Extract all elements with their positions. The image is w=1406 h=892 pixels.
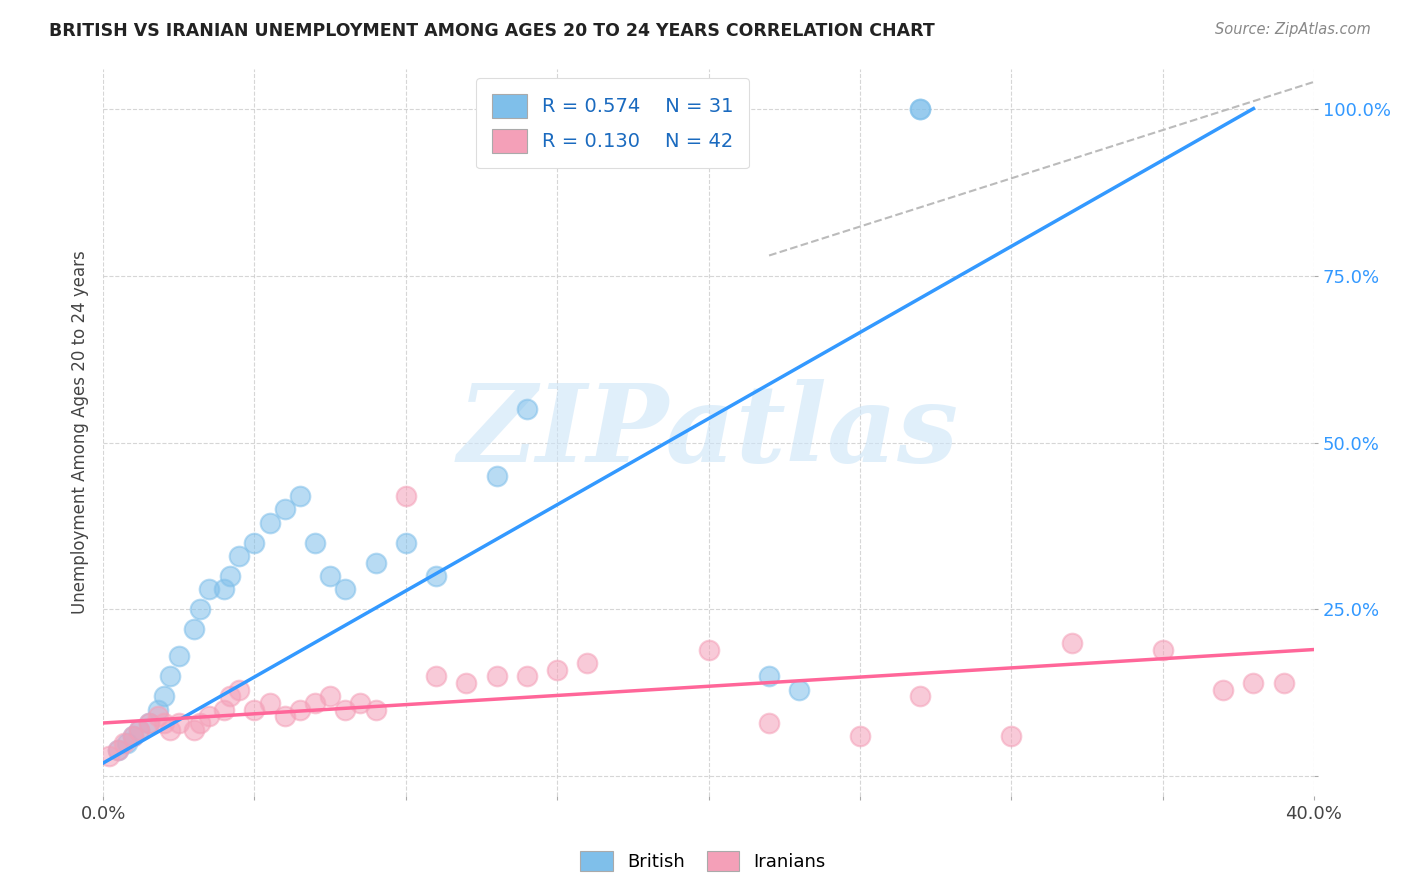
Point bbox=[107, 742, 129, 756]
Text: ZIPatlas: ZIPatlas bbox=[458, 379, 959, 485]
Point bbox=[159, 723, 181, 737]
Point bbox=[274, 502, 297, 516]
Point bbox=[128, 723, 150, 737]
Text: Source: ZipAtlas.com: Source: ZipAtlas.com bbox=[1215, 22, 1371, 37]
Point bbox=[138, 716, 160, 731]
Point bbox=[212, 703, 235, 717]
Point bbox=[152, 690, 174, 704]
Point bbox=[910, 690, 932, 704]
Point bbox=[198, 582, 221, 597]
Point bbox=[335, 582, 357, 597]
Point bbox=[485, 469, 508, 483]
Point bbox=[188, 602, 211, 616]
Point bbox=[219, 690, 242, 704]
Point bbox=[319, 569, 342, 583]
Point bbox=[122, 730, 145, 744]
Point bbox=[349, 696, 371, 710]
Point bbox=[219, 569, 242, 583]
Point bbox=[425, 569, 447, 583]
Point bbox=[425, 669, 447, 683]
Point bbox=[849, 730, 872, 744]
Point bbox=[789, 682, 811, 697]
Point bbox=[516, 402, 538, 417]
Point bbox=[183, 623, 205, 637]
Point bbox=[152, 716, 174, 731]
Point bbox=[259, 696, 281, 710]
Point bbox=[138, 716, 160, 731]
Point bbox=[395, 489, 418, 503]
Point bbox=[159, 669, 181, 683]
Point bbox=[1000, 730, 1022, 744]
Text: BRITISH VS IRANIAN UNEMPLOYMENT AMONG AGES 20 TO 24 YEARS CORRELATION CHART: BRITISH VS IRANIAN UNEMPLOYMENT AMONG AG… bbox=[49, 22, 935, 40]
Point bbox=[910, 102, 932, 116]
Point bbox=[395, 535, 418, 549]
Point bbox=[288, 703, 311, 717]
Point bbox=[304, 535, 326, 549]
Point bbox=[188, 716, 211, 731]
Legend: British, Iranians: British, Iranians bbox=[574, 844, 832, 879]
Point bbox=[364, 703, 387, 717]
Point bbox=[1060, 636, 1083, 650]
Point bbox=[910, 102, 932, 116]
Point bbox=[122, 730, 145, 744]
Point bbox=[107, 742, 129, 756]
Point bbox=[1152, 642, 1174, 657]
Point bbox=[576, 656, 599, 670]
Point bbox=[288, 489, 311, 503]
Point bbox=[516, 669, 538, 683]
Point bbox=[128, 723, 150, 737]
Point bbox=[243, 703, 266, 717]
Point bbox=[146, 709, 169, 723]
Point bbox=[319, 690, 342, 704]
Point bbox=[228, 549, 250, 563]
Point bbox=[758, 669, 780, 683]
Point bbox=[98, 749, 121, 764]
Point bbox=[364, 556, 387, 570]
Point bbox=[167, 649, 190, 664]
Point bbox=[485, 669, 508, 683]
Point bbox=[167, 716, 190, 731]
Point bbox=[1212, 682, 1234, 697]
Point bbox=[117, 736, 139, 750]
Point bbox=[697, 642, 720, 657]
Point bbox=[259, 516, 281, 530]
Point bbox=[112, 736, 135, 750]
Point bbox=[183, 723, 205, 737]
Point bbox=[758, 716, 780, 731]
Point bbox=[304, 696, 326, 710]
Point bbox=[228, 682, 250, 697]
Point bbox=[335, 703, 357, 717]
Y-axis label: Unemployment Among Ages 20 to 24 years: Unemployment Among Ages 20 to 24 years bbox=[72, 251, 89, 615]
Point bbox=[212, 582, 235, 597]
Point bbox=[456, 676, 478, 690]
Point bbox=[146, 703, 169, 717]
Point bbox=[546, 663, 568, 677]
Point bbox=[198, 709, 221, 723]
Point bbox=[243, 535, 266, 549]
Point bbox=[1241, 676, 1264, 690]
Legend: R = 0.574    N = 31, R = 0.130    N = 42: R = 0.574 N = 31, R = 0.130 N = 42 bbox=[477, 78, 749, 169]
Point bbox=[274, 709, 297, 723]
Point bbox=[1272, 676, 1295, 690]
